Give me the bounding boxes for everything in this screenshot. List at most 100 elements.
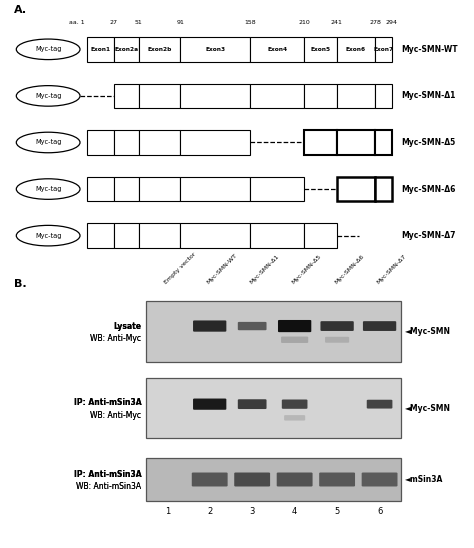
Text: 158: 158	[245, 20, 256, 25]
FancyBboxPatch shape	[277, 472, 312, 487]
Text: Lysate: Lysate	[113, 322, 141, 330]
Bar	[181, 176, 250, 202]
Bar	[250, 224, 304, 248]
FancyBboxPatch shape	[193, 321, 227, 332]
Bar	[337, 37, 375, 61]
Text: Empty vector: Empty vector	[164, 252, 197, 285]
Bar	[146, 301, 401, 362]
Text: ◄mSin3A: ◄mSin3A	[405, 475, 444, 484]
Text: Myc-SMN-Δ1: Myc-SMN-Δ1	[249, 254, 280, 285]
FancyBboxPatch shape	[284, 415, 305, 421]
Text: IP: Anti-mSin3A: IP: Anti-mSin3A	[74, 398, 141, 407]
Text: Exon5: Exon5	[310, 47, 330, 52]
Text: Exon2a: Exon2a	[114, 47, 138, 52]
Text: 51: 51	[135, 20, 143, 25]
Bar	[337, 130, 375, 155]
FancyBboxPatch shape	[325, 337, 349, 342]
Bar	[304, 224, 337, 248]
Text: B.: B.	[14, 279, 27, 289]
Text: Lysate: Lysate	[113, 322, 141, 330]
Text: ◄Myc-SMN: ◄Myc-SMN	[405, 327, 451, 336]
Text: 91: 91	[176, 20, 184, 25]
Text: Myc-SMN-Δ7: Myc-SMN-Δ7	[401, 231, 456, 240]
Text: WB: Anti-Myc: WB: Anti-Myc	[91, 334, 141, 343]
Text: Myc-tag: Myc-tag	[35, 233, 62, 238]
Bar	[146, 378, 401, 438]
Bar	[114, 83, 139, 109]
Bar	[139, 83, 181, 109]
Bar	[375, 83, 392, 109]
Text: IP: Anti-mSin3A: IP: Anti-mSin3A	[74, 470, 141, 478]
Text: A.: A.	[14, 5, 27, 15]
Bar	[87, 224, 114, 248]
FancyBboxPatch shape	[362, 472, 398, 487]
Bar	[304, 37, 337, 61]
Bar	[181, 130, 250, 155]
Bar	[375, 130, 392, 155]
Bar	[304, 130, 337, 155]
Bar	[114, 176, 139, 202]
Text: Exon1: Exon1	[91, 47, 110, 52]
Bar	[181, 83, 250, 109]
FancyBboxPatch shape	[319, 472, 355, 487]
Bar	[250, 176, 304, 202]
Bar	[139, 130, 181, 155]
Bar	[250, 83, 304, 109]
Bar	[114, 130, 139, 155]
Text: WB: Anti-Myc: WB: Anti-Myc	[91, 410, 141, 420]
Text: 210: 210	[299, 20, 310, 25]
FancyBboxPatch shape	[238, 322, 266, 330]
Text: Exon2b: Exon2b	[147, 47, 172, 52]
Text: Exon4: Exon4	[267, 47, 287, 52]
Bar	[375, 176, 392, 202]
Bar	[87, 37, 114, 61]
Text: 3: 3	[249, 507, 255, 516]
Bar	[250, 37, 304, 61]
Text: WB: Anti-mSin3A: WB: Anti-mSin3A	[76, 482, 141, 491]
Text: Myc-SMN-WT: Myc-SMN-WT	[401, 45, 457, 54]
Bar	[139, 176, 181, 202]
Text: WB: Anti-mSin3A: WB: Anti-mSin3A	[76, 482, 141, 491]
Text: Myc-SMN-Δ5: Myc-SMN-Δ5	[401, 138, 455, 147]
Bar	[337, 83, 375, 109]
Bar	[87, 176, 114, 202]
Text: 6: 6	[377, 507, 382, 516]
Text: Myc-SMN-WT: Myc-SMN-WT	[206, 253, 238, 285]
FancyBboxPatch shape	[281, 336, 308, 343]
FancyBboxPatch shape	[282, 399, 308, 409]
Text: Exon6: Exon6	[346, 47, 366, 52]
Text: Myc-tag: Myc-tag	[35, 93, 62, 99]
Text: Exon7: Exon7	[374, 47, 393, 52]
Text: 278: 278	[369, 20, 381, 25]
Bar	[181, 224, 250, 248]
Bar	[139, 224, 181, 248]
FancyBboxPatch shape	[193, 398, 227, 410]
Text: 4: 4	[292, 507, 297, 516]
Text: 1: 1	[164, 507, 170, 516]
FancyBboxPatch shape	[234, 472, 270, 487]
Text: Myc-SMN-Δ5: Myc-SMN-Δ5	[291, 254, 322, 285]
Text: Myc-SMN-Δ1: Myc-SMN-Δ1	[401, 92, 455, 100]
Bar	[139, 37, 181, 61]
Text: Myc-tag: Myc-tag	[35, 186, 62, 192]
FancyBboxPatch shape	[192, 472, 228, 487]
FancyBboxPatch shape	[363, 321, 396, 331]
Text: 241: 241	[331, 20, 343, 25]
Text: Myc-SMN-Δ6: Myc-SMN-Δ6	[334, 254, 365, 285]
Text: WB: Anti-Myc: WB: Anti-Myc	[91, 334, 141, 343]
Bar	[146, 458, 401, 501]
FancyBboxPatch shape	[320, 321, 354, 331]
Text: 5: 5	[335, 507, 340, 516]
FancyBboxPatch shape	[367, 399, 392, 409]
Text: 294: 294	[386, 20, 398, 25]
Text: aa. 1: aa. 1	[69, 20, 84, 25]
Text: WB: Anti-Myc: WB: Anti-Myc	[91, 410, 141, 420]
Text: IP: Anti-mSin3A: IP: Anti-mSin3A	[74, 398, 141, 407]
Text: Myc-SMN-Δ6: Myc-SMN-Δ6	[401, 185, 455, 193]
Bar	[304, 83, 337, 109]
Bar	[87, 130, 114, 155]
Text: 2: 2	[207, 507, 212, 516]
Text: ◄Myc-SMN: ◄Myc-SMN	[405, 404, 451, 413]
Bar	[181, 37, 250, 61]
Text: Myc-SMN-Δ7: Myc-SMN-Δ7	[376, 254, 408, 285]
